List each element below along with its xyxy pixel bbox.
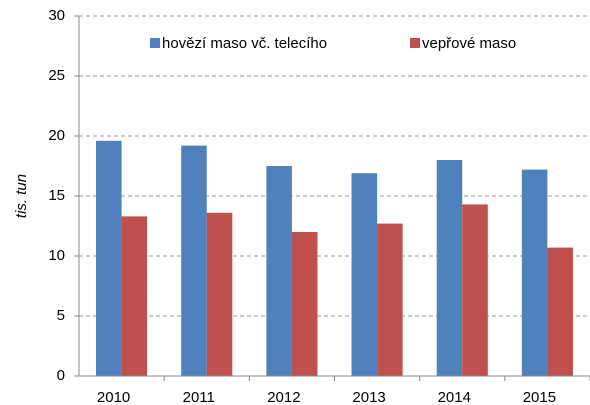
y-tick-label: 15 (48, 187, 65, 204)
bar (351, 173, 378, 376)
bar (436, 160, 463, 376)
legend-swatch (410, 38, 420, 48)
bar (547, 247, 573, 376)
y-tick-label: 25 (48, 67, 65, 84)
x-tick-label: 2015 (523, 389, 556, 405)
bar (521, 169, 548, 376)
x-tick-label: 2011 (183, 389, 215, 405)
bar (291, 232, 318, 376)
bar (96, 140, 122, 376)
bar (121, 216, 148, 376)
y-tick-label: 5 (57, 307, 65, 324)
legend-label: vepřové maso (422, 35, 516, 52)
x-tick-label: 2014 (438, 389, 471, 405)
y-tick-label: 30 (48, 7, 65, 24)
bar (266, 166, 292, 376)
y-axis-label: tis. tun (13, 174, 30, 218)
bar (462, 204, 488, 376)
x-tick-label: 2012 (267, 389, 300, 405)
y-tick-label: 0 (57, 367, 65, 384)
legend-swatch (150, 38, 160, 48)
x-tick-label: 2013 (352, 389, 385, 405)
bar (206, 212, 233, 376)
legend-label: hovězí maso vč. telecího (162, 35, 327, 52)
x-tick-label: 2010 (97, 389, 130, 405)
y-tick-label: 20 (48, 127, 65, 144)
bar (181, 145, 207, 376)
bar (377, 223, 403, 376)
y-tick-label: 10 (48, 247, 65, 264)
